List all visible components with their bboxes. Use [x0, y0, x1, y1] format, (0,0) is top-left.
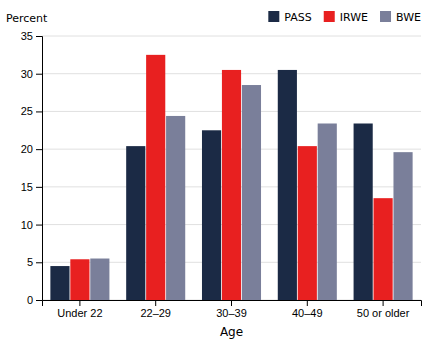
y-tick-label: 25: [21, 105, 33, 117]
y-tick-mark: [36, 187, 42, 188]
plot: 0 5 10 15 20 25 30 35 Under 22 22–29 30–39 40–49 50 …: [21, 30, 422, 319]
bar-series: [50, 70, 372, 300]
x-tick-label: 50 or older: [357, 307, 410, 319]
y-axis-title: Percent: [6, 12, 48, 25]
x-tick: 30–39: [216, 300, 247, 319]
bar: [374, 198, 393, 300]
bar: [126, 146, 145, 300]
x-axis: Under 22 22–29 30–39 40–49 50 or older: [43, 300, 422, 319]
legend-swatch: [324, 11, 335, 22]
bar: [166, 116, 185, 300]
x-tick: 40–49: [292, 300, 323, 319]
bar: [202, 130, 221, 300]
legend-label: IRWE: [340, 11, 368, 24]
x-tick-mark: [307, 300, 308, 306]
bar: [393, 152, 412, 300]
y-tick-mark: [36, 36, 42, 37]
y-tick-mark: [36, 225, 42, 226]
grid: [42, 36, 421, 300]
y-tick-label: 30: [21, 68, 33, 80]
x-tick: Under 22: [57, 300, 102, 319]
y-tick-label: 20: [21, 143, 33, 155]
x-tick-mark: [155, 300, 156, 306]
y-tick-label: 0: [27, 294, 33, 306]
bar: [278, 70, 297, 300]
x-tick: 22–29: [140, 300, 171, 319]
legend-swatch: [268, 11, 279, 22]
legend-swatch: [380, 11, 391, 22]
y-tick: 0: [27, 294, 42, 306]
legend-item: IRWE: [324, 11, 368, 24]
y-axis-line: [36, 37, 43, 301]
y-tick: 20: [21, 143, 42, 155]
bars: [50, 55, 412, 300]
y-tick: 25: [21, 105, 42, 117]
legend-item: PASS: [268, 11, 311, 24]
x-tick-label: 22–29: [140, 307, 171, 319]
y-axis: 0 5 10 15 20 25 30 35: [21, 30, 43, 306]
bar: [354, 123, 373, 300]
y-tick: 35: [21, 30, 42, 42]
x-tick: 50 or older: [357, 300, 410, 319]
chart: 0 5 10 15 20 25 30 35 Under 22 22–29 30–39 40–49 50 …: [0, 0, 437, 346]
y-tick-mark: [36, 300, 42, 301]
y-tick-mark: [36, 149, 42, 150]
bar: [90, 259, 109, 300]
bar: [242, 85, 261, 300]
legend-item: BWE: [380, 11, 421, 24]
bar: [50, 266, 69, 300]
bar-series: [70, 55, 392, 300]
y-tick-label: 5: [27, 256, 33, 268]
x-axis-title: Age: [220, 325, 243, 339]
legend-label: BWE: [396, 11, 421, 24]
y-tick-mark: [36, 111, 42, 112]
x-tick-mark: [79, 300, 80, 306]
y-tick: 10: [21, 219, 42, 231]
legend-label: PASS: [284, 11, 311, 24]
bar: [318, 123, 337, 300]
legend: PASS IRWE BWE: [268, 11, 421, 24]
y-tick-label: 35: [21, 30, 33, 42]
y-tick: 15: [21, 181, 42, 193]
bar-series: [90, 85, 412, 300]
x-tick-mark: [383, 300, 384, 306]
bar: [298, 146, 317, 300]
grid-line: [42, 36, 421, 37]
x-tick-label: 40–49: [292, 307, 323, 319]
y-tick: 30: [21, 68, 42, 80]
bar: [70, 259, 89, 300]
y-tick-mark: [36, 74, 42, 75]
y-tick-mark: [36, 262, 42, 263]
bar: [146, 55, 165, 300]
y-tick-label: 15: [21, 181, 33, 193]
x-tick-label: Under 22: [57, 307, 102, 319]
y-tick-label: 10: [21, 219, 33, 231]
y-tick: 5: [27, 256, 42, 268]
x-axis-line: [43, 301, 422, 307]
x-tick-label: 30–39: [216, 307, 247, 319]
bar: [222, 70, 241, 300]
x-tick-mark: [231, 300, 232, 306]
